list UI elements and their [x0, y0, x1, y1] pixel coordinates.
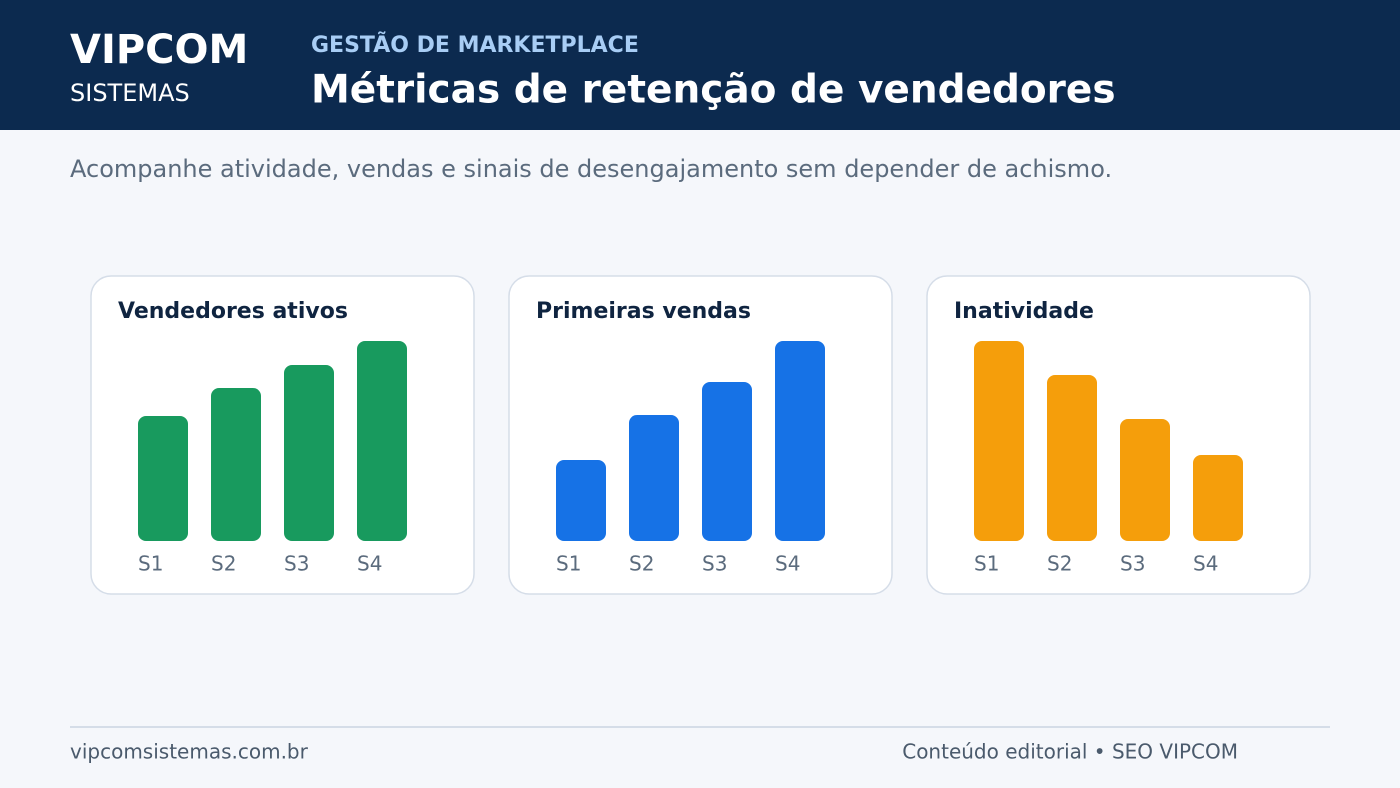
- page-title: Métricas de retenção de vendedores: [311, 68, 1116, 113]
- x-tick-label: S4: [1193, 552, 1218, 576]
- bar: [629, 415, 679, 541]
- x-tick-label: S1: [556, 552, 581, 576]
- footer-site: vipcomsistemas.com.br: [70, 740, 309, 764]
- x-tick-label: S2: [629, 552, 654, 576]
- x-tick-label: S3: [702, 552, 727, 576]
- bar: [1120, 419, 1170, 541]
- bar: [974, 341, 1024, 541]
- bar: [775, 341, 825, 541]
- subtitle: Acompanhe atividade, vendas e sinais de …: [70, 155, 1112, 183]
- footer-credit: Conteúdo editorial • SEO VIPCOM: [902, 740, 1238, 764]
- x-tick-label: S4: [775, 552, 800, 576]
- brand-sub: SISTEMAS: [70, 79, 190, 107]
- x-tick-label: S2: [211, 552, 236, 576]
- x-tick-label: S4: [357, 552, 382, 576]
- header-bar: [0, 0, 1400, 130]
- chart-title: Inatividade: [954, 299, 1094, 324]
- bar: [211, 388, 261, 541]
- bar: [284, 365, 334, 541]
- chart-title: Vendedores ativos: [118, 299, 348, 324]
- x-tick-label: S1: [974, 552, 999, 576]
- bar: [1047, 375, 1097, 541]
- kicker: GESTÃO DE MARKETPLACE: [311, 32, 639, 58]
- x-tick-label: S1: [138, 552, 163, 576]
- chart-title: Primeiras vendas: [536, 299, 751, 324]
- x-tick-label: S2: [1047, 552, 1072, 576]
- bar: [556, 460, 606, 541]
- x-tick-label: S3: [1120, 552, 1145, 576]
- bar: [138, 416, 188, 541]
- bar: [1193, 455, 1243, 541]
- bar: [357, 341, 407, 541]
- brand: VIPCOM: [70, 27, 248, 73]
- x-tick-label: S3: [284, 552, 309, 576]
- bar: [702, 382, 752, 541]
